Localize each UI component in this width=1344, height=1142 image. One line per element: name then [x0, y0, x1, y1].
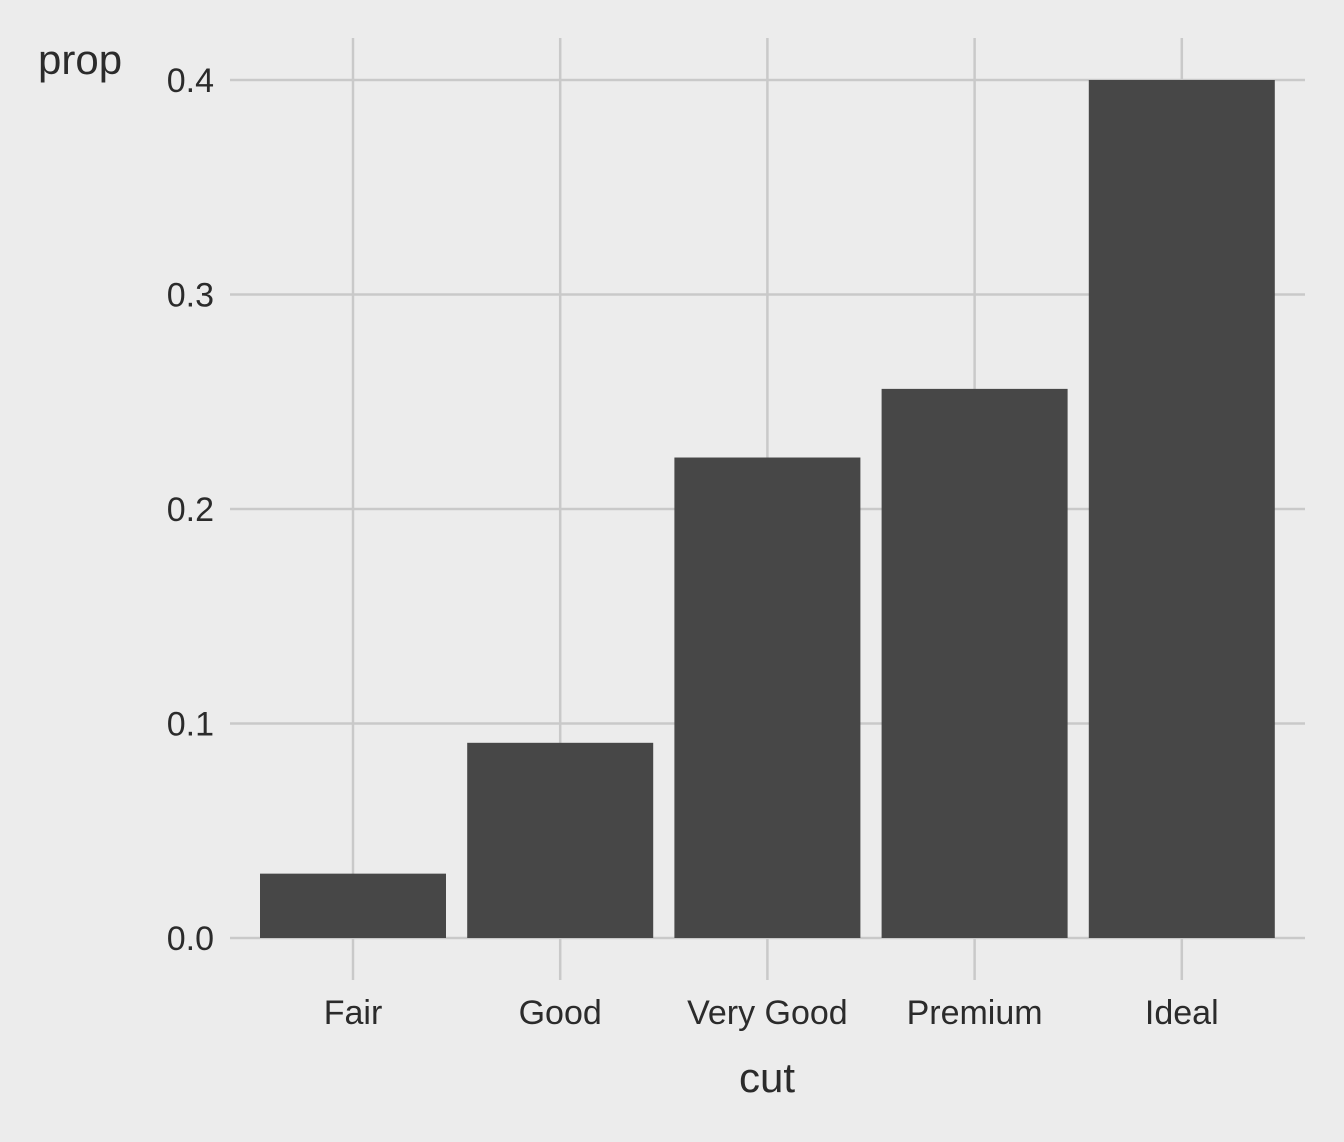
bar [467, 742, 654, 938]
bars [260, 80, 1275, 938]
y-tick-label: 0.0 [167, 920, 214, 958]
bar [260, 873, 446, 938]
y-tick-labels: 0.0 0.1 0.2 0.3 0.4 [167, 62, 214, 958]
y-tick-label: 0.4 [167, 62, 214, 100]
x-tick-label: Ideal [1145, 994, 1219, 1032]
y-tick-label: 0.2 [167, 491, 214, 529]
y-axis-title: prop [38, 36, 122, 83]
y-tick-label: 0.3 [167, 277, 214, 315]
bar [1088, 80, 1275, 938]
bar [881, 388, 1068, 938]
x-tick-label: Premium [907, 994, 1043, 1032]
bar [674, 457, 861, 938]
y-tick-label: 0.1 [167, 706, 214, 744]
x-tick-label: Fair [324, 994, 383, 1032]
x-axis-title: cut [739, 1054, 795, 1101]
x-tick-label: Very Good [687, 994, 848, 1032]
x-tick-label: Good [519, 994, 602, 1032]
x-tick-labels: Fair Good Very Good Premium Ideal [324, 994, 1219, 1032]
